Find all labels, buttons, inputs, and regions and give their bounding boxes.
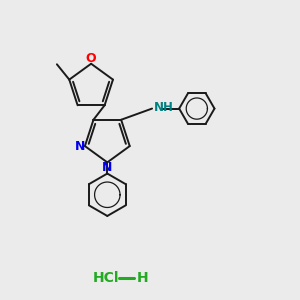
Text: H: H bbox=[137, 271, 148, 285]
Text: HCl: HCl bbox=[93, 271, 119, 285]
Text: O: O bbox=[86, 52, 96, 65]
Text: N: N bbox=[102, 161, 112, 174]
Text: N: N bbox=[74, 140, 85, 153]
Text: NH: NH bbox=[154, 100, 173, 114]
